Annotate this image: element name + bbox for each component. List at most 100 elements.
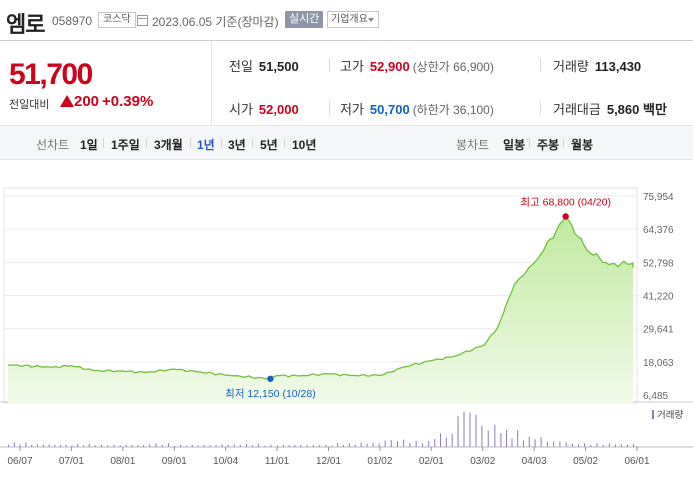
candle-daily[interactable]: 일봉 [503, 138, 526, 152]
volume-bar [463, 411, 465, 447]
period-1d[interactable]: 1일 [80, 138, 98, 152]
x-tick-label: 09/01 [162, 456, 187, 467]
divider [146, 138, 147, 148]
price-panel: 51,700 전일대비 200 +0.39% [0, 41, 212, 127]
divider [190, 138, 191, 148]
volume-bar [185, 445, 187, 447]
volume-bar [553, 441, 555, 447]
high-label: 고가 [340, 59, 364, 74]
volume-bar [500, 433, 502, 447]
volume-bar [180, 444, 182, 447]
period-1w[interactable]: 1주일 [111, 138, 140, 152]
volume-bar [428, 440, 430, 447]
volume-bar [633, 444, 634, 447]
open-price: 시가 52,000 [229, 99, 299, 118]
divider [563, 138, 564, 148]
stock-code: 058970 [52, 14, 93, 28]
volume-bar [258, 443, 260, 447]
divider [329, 101, 330, 115]
quote-date: 2023.06.05 기준(장마감) [152, 15, 279, 29]
volume-bar [19, 444, 21, 447]
low-label: 저가 [340, 102, 364, 117]
divider [284, 138, 285, 148]
volume-bar [396, 441, 398, 447]
volume-bar [215, 445, 217, 447]
volume-bar [191, 444, 193, 447]
volume-bar [571, 443, 573, 447]
volume-bar [270, 444, 272, 447]
price-area [8, 216, 633, 403]
volume-bar [209, 445, 211, 447]
volume-bar [590, 444, 592, 447]
amount-value: 5,860 백만 [606, 102, 667, 117]
volume-bar [125, 444, 127, 447]
change-value: 200 [74, 93, 100, 110]
period-5y[interactable]: 5년 [260, 138, 278, 152]
candle-weekly[interactable]: 주봉 [537, 138, 560, 152]
volume-bar [100, 444, 102, 447]
volume-bar [282, 444, 284, 447]
period-3m[interactable]: 3개월 [154, 138, 183, 152]
volume-bar [221, 444, 223, 447]
volume-bar [119, 445, 121, 447]
line-chart-title: 선차트 [36, 138, 70, 152]
volume-bar [445, 437, 447, 447]
low-value: 50,700 [369, 102, 410, 117]
volume-bar [13, 442, 15, 447]
market-badge: 코스닥 [98, 12, 136, 28]
quote-summary: 51,700 전일대비 200 +0.39% 전일 51,500 고가 52,900… [0, 40, 693, 127]
y-tick-label: 41,220 [643, 291, 674, 302]
volume-bar [25, 442, 27, 447]
up-arrow-icon [60, 95, 74, 107]
volume-bar [161, 444, 163, 447]
low-marker [267, 375, 274, 382]
x-tick-label: 08/01 [110, 456, 135, 467]
volume-value: 113,430 [594, 59, 642, 74]
volume-bar [300, 445, 302, 447]
stock-header: 엠로 058970 코스닥 2023.06.05 기준(장마감) 실시간 기업개… [0, 0, 693, 40]
volume-bar [578, 444, 580, 447]
x-tick-label: 10/04 [213, 456, 238, 467]
volume-bar [71, 445, 73, 447]
chevron-down-icon [368, 18, 374, 22]
volume-bar [534, 439, 536, 447]
x-tick-label: 07/01 [59, 456, 84, 467]
calendar-icon [137, 15, 148, 26]
period-3y[interactable]: 3년 [228, 138, 246, 152]
volume-bar [277, 445, 279, 447]
x-tick-label: 03/02 [470, 456, 495, 467]
period-1y[interactable]: 1년 [197, 138, 215, 152]
volume-bar [487, 430, 489, 447]
period-10y[interactable]: 10년 [292, 138, 317, 152]
company-overview-label: 기업개요 [331, 14, 368, 25]
volume-label: 거래량 [553, 59, 589, 74]
open-label: 시가 [229, 102, 253, 117]
volume-bar [264, 445, 266, 447]
volume-bar [540, 437, 542, 447]
volume-bar [366, 443, 368, 447]
volume-bar [149, 444, 151, 447]
y-tick-label: 75,954 [643, 192, 674, 203]
divider [252, 138, 253, 148]
volume-bar [306, 445, 308, 447]
current-price: 51,700 [9, 58, 93, 91]
price-chart[interactable]: 75,954 64,376 52,798 41,220 29,641 18,063 6,48… [0, 160, 693, 477]
realtime-button[interactable]: 실시간 [285, 11, 324, 28]
change-rate: +0.39% [102, 93, 154, 110]
upper-limit: (상한가 66,900) [412, 60, 494, 74]
volume-bar [584, 443, 586, 447]
prev-close-label: 전일 [229, 59, 253, 74]
prev-close-value: 51,500 [258, 59, 299, 74]
volume-bar [457, 416, 459, 447]
change-label: 전일대비 [9, 99, 50, 111]
volume-bar [48, 444, 50, 447]
volume-bar [434, 439, 436, 447]
price-line [7, 215, 634, 380]
divider [540, 101, 541, 115]
volume-bar [384, 440, 386, 447]
company-overview-dropdown[interactable]: 기업개요 [327, 11, 379, 28]
volume-bar [354, 444, 356, 447]
amount-label: 거래대금 [553, 102, 601, 117]
volume-legend-swatch [652, 410, 654, 419]
candle-monthly[interactable]: 월봉 [571, 138, 594, 152]
